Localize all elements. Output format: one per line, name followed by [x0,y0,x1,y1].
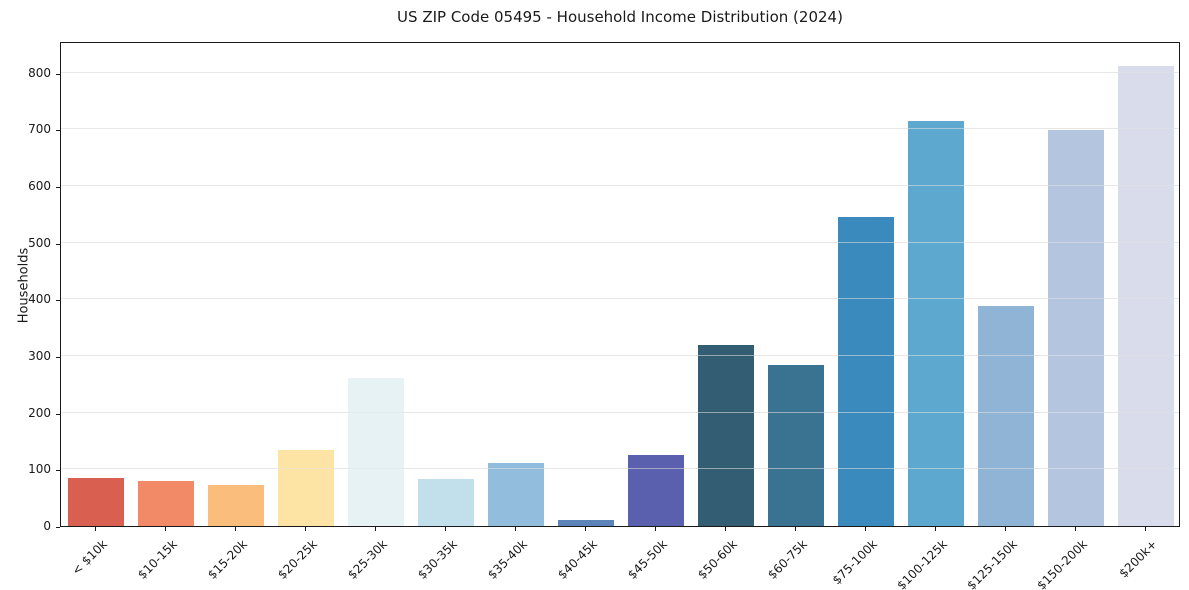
bar-$30-35k [418,478,474,526]
y-tick-label-700: 700 [28,122,51,137]
x-tick-label-$150-200k: $150-200k [1034,537,1090,590]
y-tick-mark-200 [56,414,60,415]
y-tick-mark-500 [56,244,60,245]
bar-$150-200k [1048,129,1104,526]
gridline-y-400 [61,298,1179,300]
y-tick-label-0: 0 [43,519,51,533]
y-tick-mark-600 [56,187,60,188]
y-tick-label-500: 500 [28,235,51,250]
bar-$125-150k [978,306,1034,526]
x-tick-mark-$45-50k [655,527,656,531]
y-axis-title: Households [16,247,32,324]
y-tick-label-600: 600 [28,179,51,194]
x-tick-mark-$25-30k [375,527,376,531]
bar-$60-75k [768,364,824,526]
x-tick-mark-$40-45k [585,527,586,531]
plot-area [60,42,1180,527]
x-tick-label-$60-75k: $60-75k [765,537,810,582]
gridline-y-300 [61,355,1179,357]
x-tick-label-$40-45k: $40-45k [555,537,600,582]
gridline-y-200 [61,411,1179,413]
x-tick-mark-$75-100k [865,527,866,531]
y-tick-mark-800 [56,74,60,75]
x-tick-label-$100-125k: $100-125k [894,537,950,590]
y-tick-label-200: 200 [28,405,51,420]
gridline-y-700 [61,128,1179,130]
x-tick-mark-$15-20k [235,527,236,531]
x-tick-mark-$30-35k [445,527,446,531]
x-tick-label-$10-15k: $10-15k [135,537,180,582]
bar-$15-20k [208,484,264,526]
x-tick-mark-$150-200k [1075,527,1076,531]
x-tick-label-$45-50k: $45-50k [625,537,670,582]
y-tick-label-800: 800 [28,65,51,80]
bar-$75-100k [838,217,894,526]
gridline-y-500 [61,241,1179,243]
x-tick-label-$20-25k: $20-25k [275,537,320,582]
bar-$10-15k [138,481,194,526]
y-tick-label-300: 300 [28,349,51,364]
x-tick-mark-$60-75k [795,527,796,531]
x-tick-mark-$100-125k [935,527,936,531]
x-tick-label-$25-30k: $25-30k [345,537,390,582]
chart-title: US ZIP Code 05495 - Household Income Dis… [397,8,843,26]
gridline-y-800 [61,71,1179,73]
y-tick-mark-700 [56,130,60,131]
y-tick-mark-0 [56,527,60,528]
x-tick-mark-< $10k [95,527,96,531]
x-tick-mark-$35-40k [515,527,516,531]
x-tick-label-$75-100k: $75-100k [829,537,880,588]
x-tick-label-$125-150k: $125-150k [964,537,1020,590]
bar-$25-30k [348,378,404,526]
gridline-y-600 [61,185,1179,187]
y-tick-label-400: 400 [28,292,51,307]
bar-$20-25k [278,450,334,526]
x-tick-label-$30-35k: $30-35k [415,537,460,582]
gridline-y-100 [61,468,1179,470]
y-tick-label-100: 100 [28,462,51,477]
x-tick-label-$200k+: $200k+ [1116,537,1160,581]
y-tick-mark-400 [56,300,60,301]
x-tick-label-$50-60k: $50-60k [695,537,740,582]
bar-< $10k [68,477,124,526]
y-tick-mark-100 [56,470,60,471]
x-tick-label-< $10k: < $10k [69,537,110,578]
bar-$200k+ [1118,65,1174,526]
bar-$40-45k [558,520,614,526]
bar-$45-50k [628,455,684,526]
bar-$50-60k [698,345,754,526]
x-tick-mark-$10-15k [165,527,166,531]
x-tick-mark-$125-150k [1005,527,1006,531]
bar-$35-40k [488,462,544,526]
x-tick-label-$15-20k: $15-20k [205,537,250,582]
x-tick-label-$35-40k: $35-40k [485,537,530,582]
y-tick-mark-300 [56,357,60,358]
x-tick-mark-$50-60k [725,527,726,531]
x-tick-mark-$200k+ [1145,527,1146,531]
bar-$100-125k [908,121,964,526]
x-tick-mark-$20-25k [305,527,306,531]
